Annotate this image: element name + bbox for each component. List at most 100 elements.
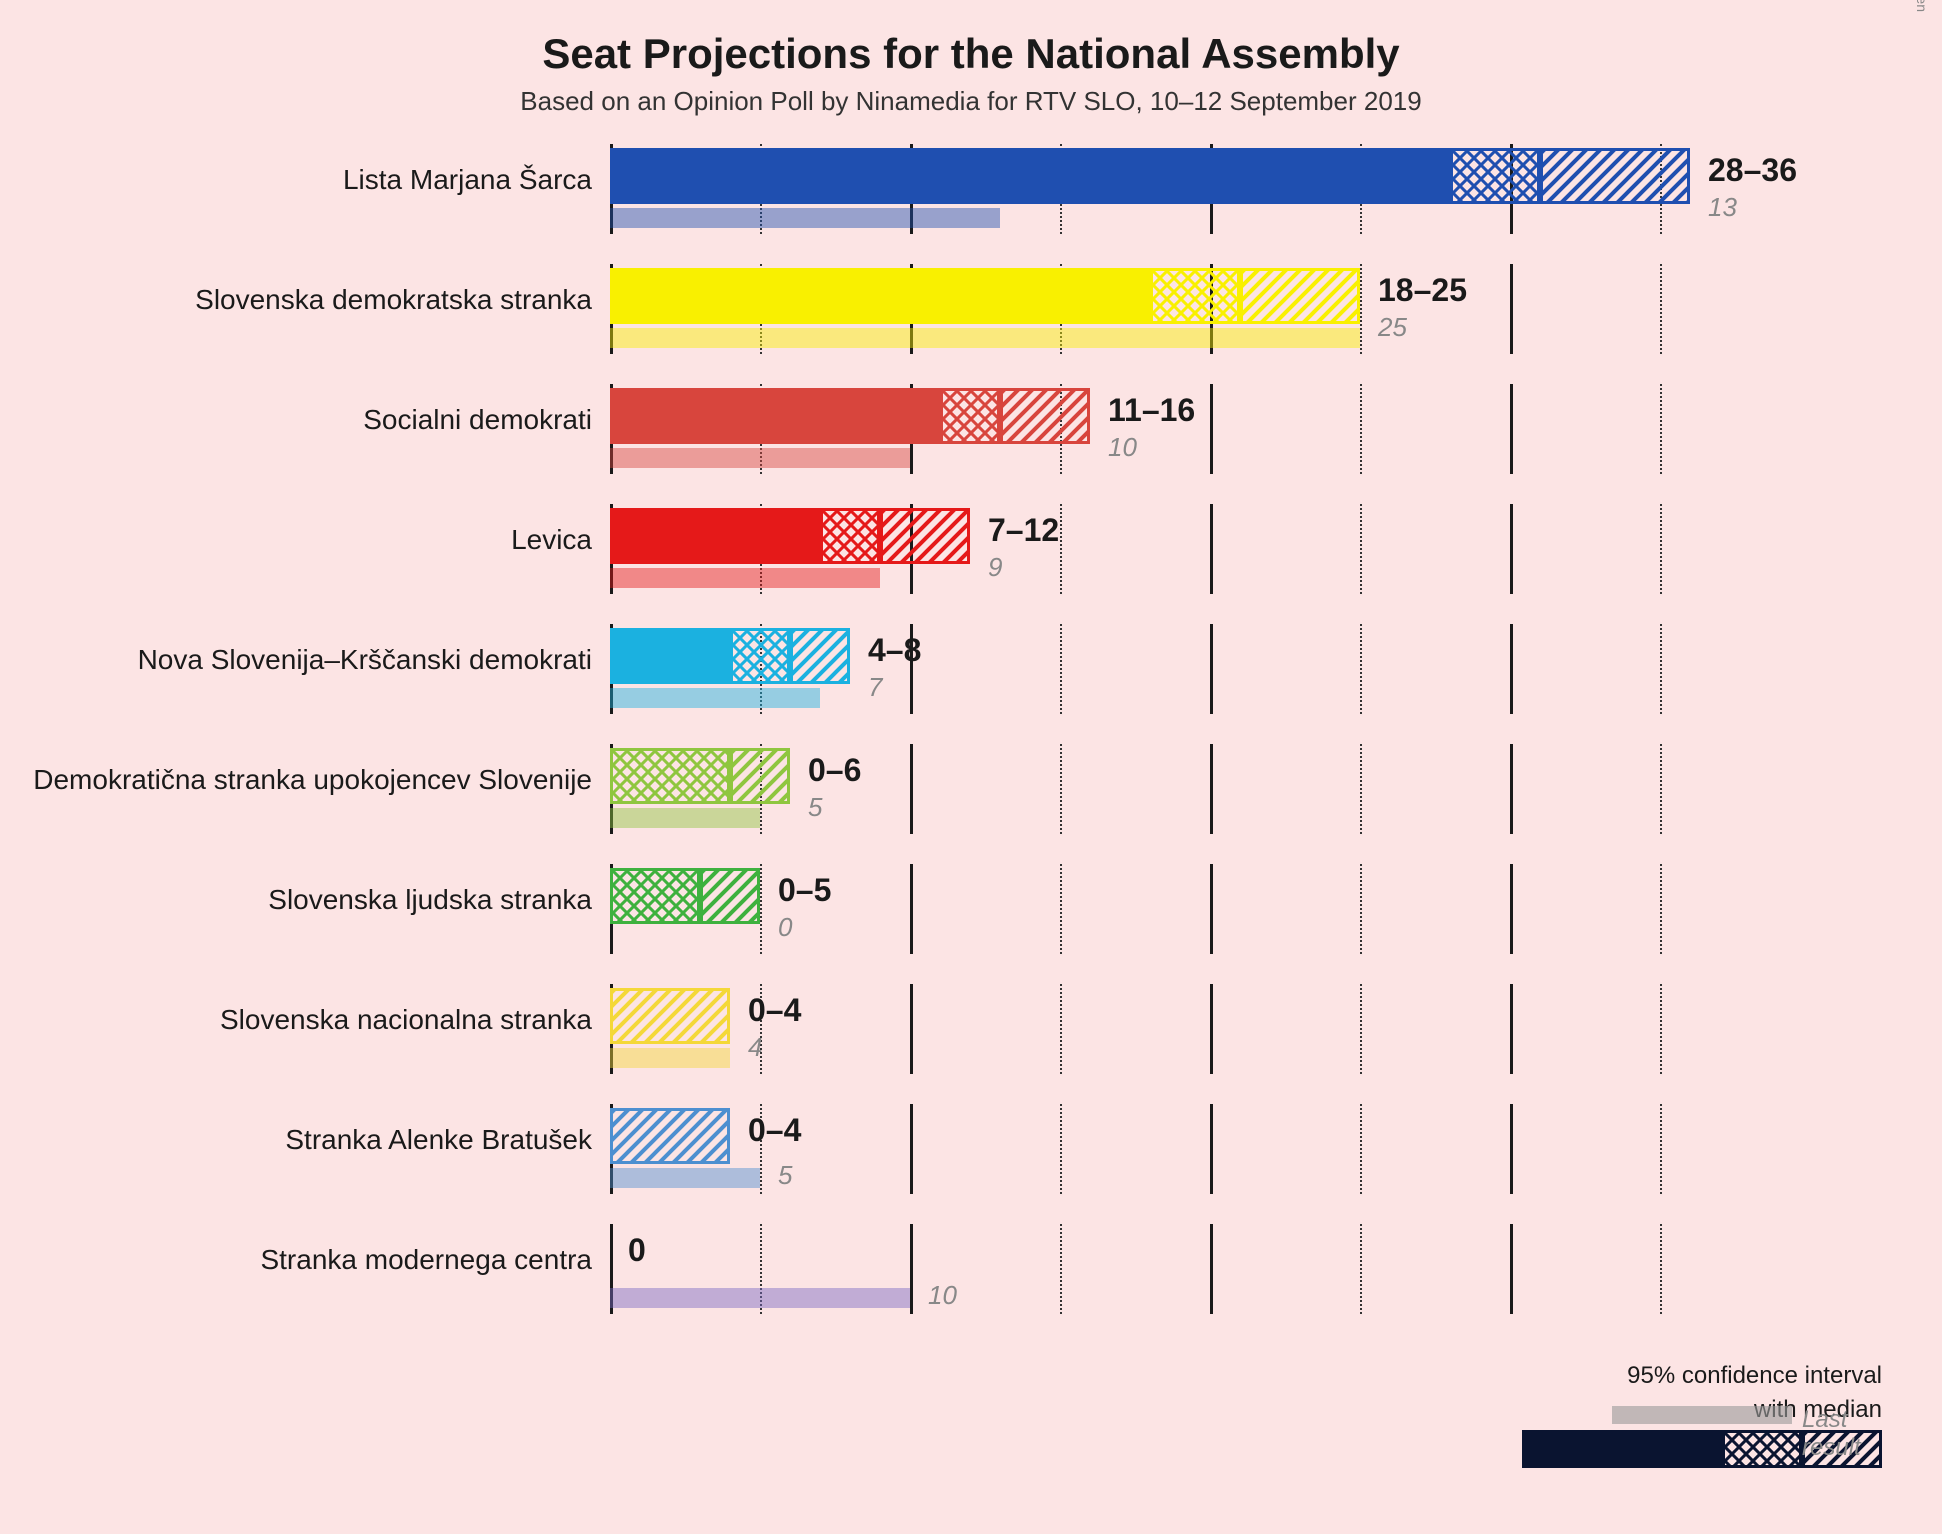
bar-cross bbox=[820, 508, 880, 564]
gridline bbox=[1660, 624, 1662, 714]
gridline bbox=[1660, 864, 1662, 954]
bar-hatch bbox=[700, 868, 760, 924]
gridline bbox=[1510, 624, 1513, 714]
bar-last-result bbox=[610, 328, 1360, 348]
bar-hatch bbox=[610, 988, 730, 1044]
bar-cross bbox=[730, 628, 790, 684]
gridline bbox=[1510, 1104, 1513, 1194]
party-label: Nova Slovenija–Krščanski demokrati bbox=[138, 644, 592, 676]
gridline bbox=[1660, 504, 1662, 594]
party-row: Stranka Alenke Bratušek 0–4 5 bbox=[0, 1100, 1942, 1200]
gridline bbox=[1510, 864, 1513, 954]
gridline bbox=[1360, 384, 1362, 474]
gridline bbox=[1360, 984, 1362, 1074]
gridline bbox=[1210, 984, 1213, 1074]
bar-hatch bbox=[1240, 268, 1360, 324]
party-row: Slovenska demokratska stranka 18–2525 bbox=[0, 260, 1942, 360]
last-value: 25 bbox=[1378, 312, 1407, 343]
range-value: 0–6 bbox=[808, 752, 861, 789]
bar-solid bbox=[610, 268, 1150, 324]
legend-solid bbox=[1522, 1430, 1722, 1468]
bar-hatch bbox=[1540, 148, 1690, 204]
party-row: Nova Slovenija–Krščanski demokrati4–87 bbox=[0, 620, 1942, 720]
range-value: 0–4 bbox=[748, 1112, 801, 1149]
last-value: 5 bbox=[808, 792, 822, 823]
gridline bbox=[1660, 1104, 1662, 1194]
bar-hatch bbox=[790, 628, 850, 684]
gridline bbox=[1360, 744, 1362, 834]
gridline bbox=[1660, 744, 1662, 834]
party-label: Slovenska demokratska stranka bbox=[195, 284, 592, 316]
range-value: 0–5 bbox=[778, 872, 831, 909]
party-row: Lista Marjana Šarca 28–3613 bbox=[0, 140, 1942, 240]
party-label: Levica bbox=[511, 524, 592, 556]
gridline bbox=[910, 864, 913, 954]
bar-last-result bbox=[610, 688, 820, 708]
range-value: 0 bbox=[628, 1232, 646, 1269]
bar-solid bbox=[610, 508, 820, 564]
range-value: 18–25 bbox=[1378, 272, 1467, 309]
gridline bbox=[1060, 624, 1062, 714]
chart-title: Seat Projections for the National Assemb… bbox=[0, 0, 1942, 78]
gridline bbox=[1360, 504, 1362, 594]
bar-hatch bbox=[730, 748, 790, 804]
gridline bbox=[910, 1224, 913, 1314]
last-value: 4 bbox=[748, 1032, 762, 1063]
legend-last-label: Last result bbox=[1802, 1406, 1882, 1462]
party-label: Stranka modernega centra bbox=[260, 1244, 592, 1276]
gridline bbox=[1060, 864, 1062, 954]
bar-hatch bbox=[610, 1108, 730, 1164]
gridline bbox=[1360, 624, 1362, 714]
party-row: Stranka modernega centra 0 10 bbox=[0, 1220, 1942, 1320]
gridline bbox=[1060, 1104, 1062, 1194]
gridline bbox=[1510, 504, 1513, 594]
legend-last-bar bbox=[1612, 1406, 1792, 1424]
legend-cross bbox=[1722, 1430, 1802, 1468]
gridline bbox=[910, 744, 913, 834]
gridline bbox=[1360, 1224, 1362, 1314]
gridline bbox=[1060, 744, 1062, 834]
bar-cross bbox=[1450, 148, 1540, 204]
gridline bbox=[1660, 264, 1662, 354]
bar-cross bbox=[610, 868, 700, 924]
party-label: Stranka Alenke Bratušek bbox=[285, 1124, 592, 1156]
gridline bbox=[1210, 1224, 1213, 1314]
gridline bbox=[1660, 984, 1662, 1074]
party-row: Slovenska nacionalna stranka0–44 bbox=[0, 980, 1942, 1080]
last-value: 13 bbox=[1708, 192, 1737, 223]
party-row: Demokratična stranka upokojencev Sloveni… bbox=[0, 740, 1942, 840]
gridline bbox=[1660, 384, 1662, 474]
gridline bbox=[910, 984, 913, 1074]
bar-solid bbox=[610, 628, 730, 684]
gridline bbox=[1060, 984, 1062, 1074]
gridline bbox=[1510, 264, 1513, 354]
bar-last-result bbox=[610, 568, 880, 588]
last-value: 10 bbox=[928, 1280, 957, 1311]
bar-last-result bbox=[610, 808, 760, 828]
party-label: Slovenska nacionalna stranka bbox=[220, 1004, 592, 1036]
gridline bbox=[1660, 1224, 1662, 1314]
gridline bbox=[1210, 504, 1213, 594]
bar-last-result bbox=[610, 448, 910, 468]
gridline bbox=[1210, 1104, 1213, 1194]
bar-cross bbox=[1150, 268, 1240, 324]
bar-last-result bbox=[610, 208, 1000, 228]
chart-area: Lista Marjana Šarca 28–3613 Slovenska demo… bbox=[0, 140, 1942, 1400]
bar-solid bbox=[610, 148, 1450, 204]
gridline bbox=[1210, 744, 1213, 834]
gridline bbox=[1360, 1104, 1362, 1194]
last-value: 10 bbox=[1108, 432, 1137, 463]
last-value: 7 bbox=[868, 672, 882, 703]
party-row: Socialni demokrati11–1610 bbox=[0, 380, 1942, 480]
gridline bbox=[1060, 504, 1062, 594]
bar-hatch bbox=[880, 508, 970, 564]
bar-hatch bbox=[1000, 388, 1090, 444]
bar-last-result bbox=[610, 1048, 730, 1068]
bar-last-result bbox=[610, 1168, 760, 1188]
party-label: Slovenska ljudska stranka bbox=[268, 884, 592, 916]
last-value: 5 bbox=[778, 1160, 792, 1191]
range-value: 7–12 bbox=[988, 512, 1059, 549]
party-label: Lista Marjana Šarca bbox=[343, 164, 592, 196]
last-value: 0 bbox=[778, 912, 792, 943]
range-value: 28–36 bbox=[1708, 152, 1797, 189]
